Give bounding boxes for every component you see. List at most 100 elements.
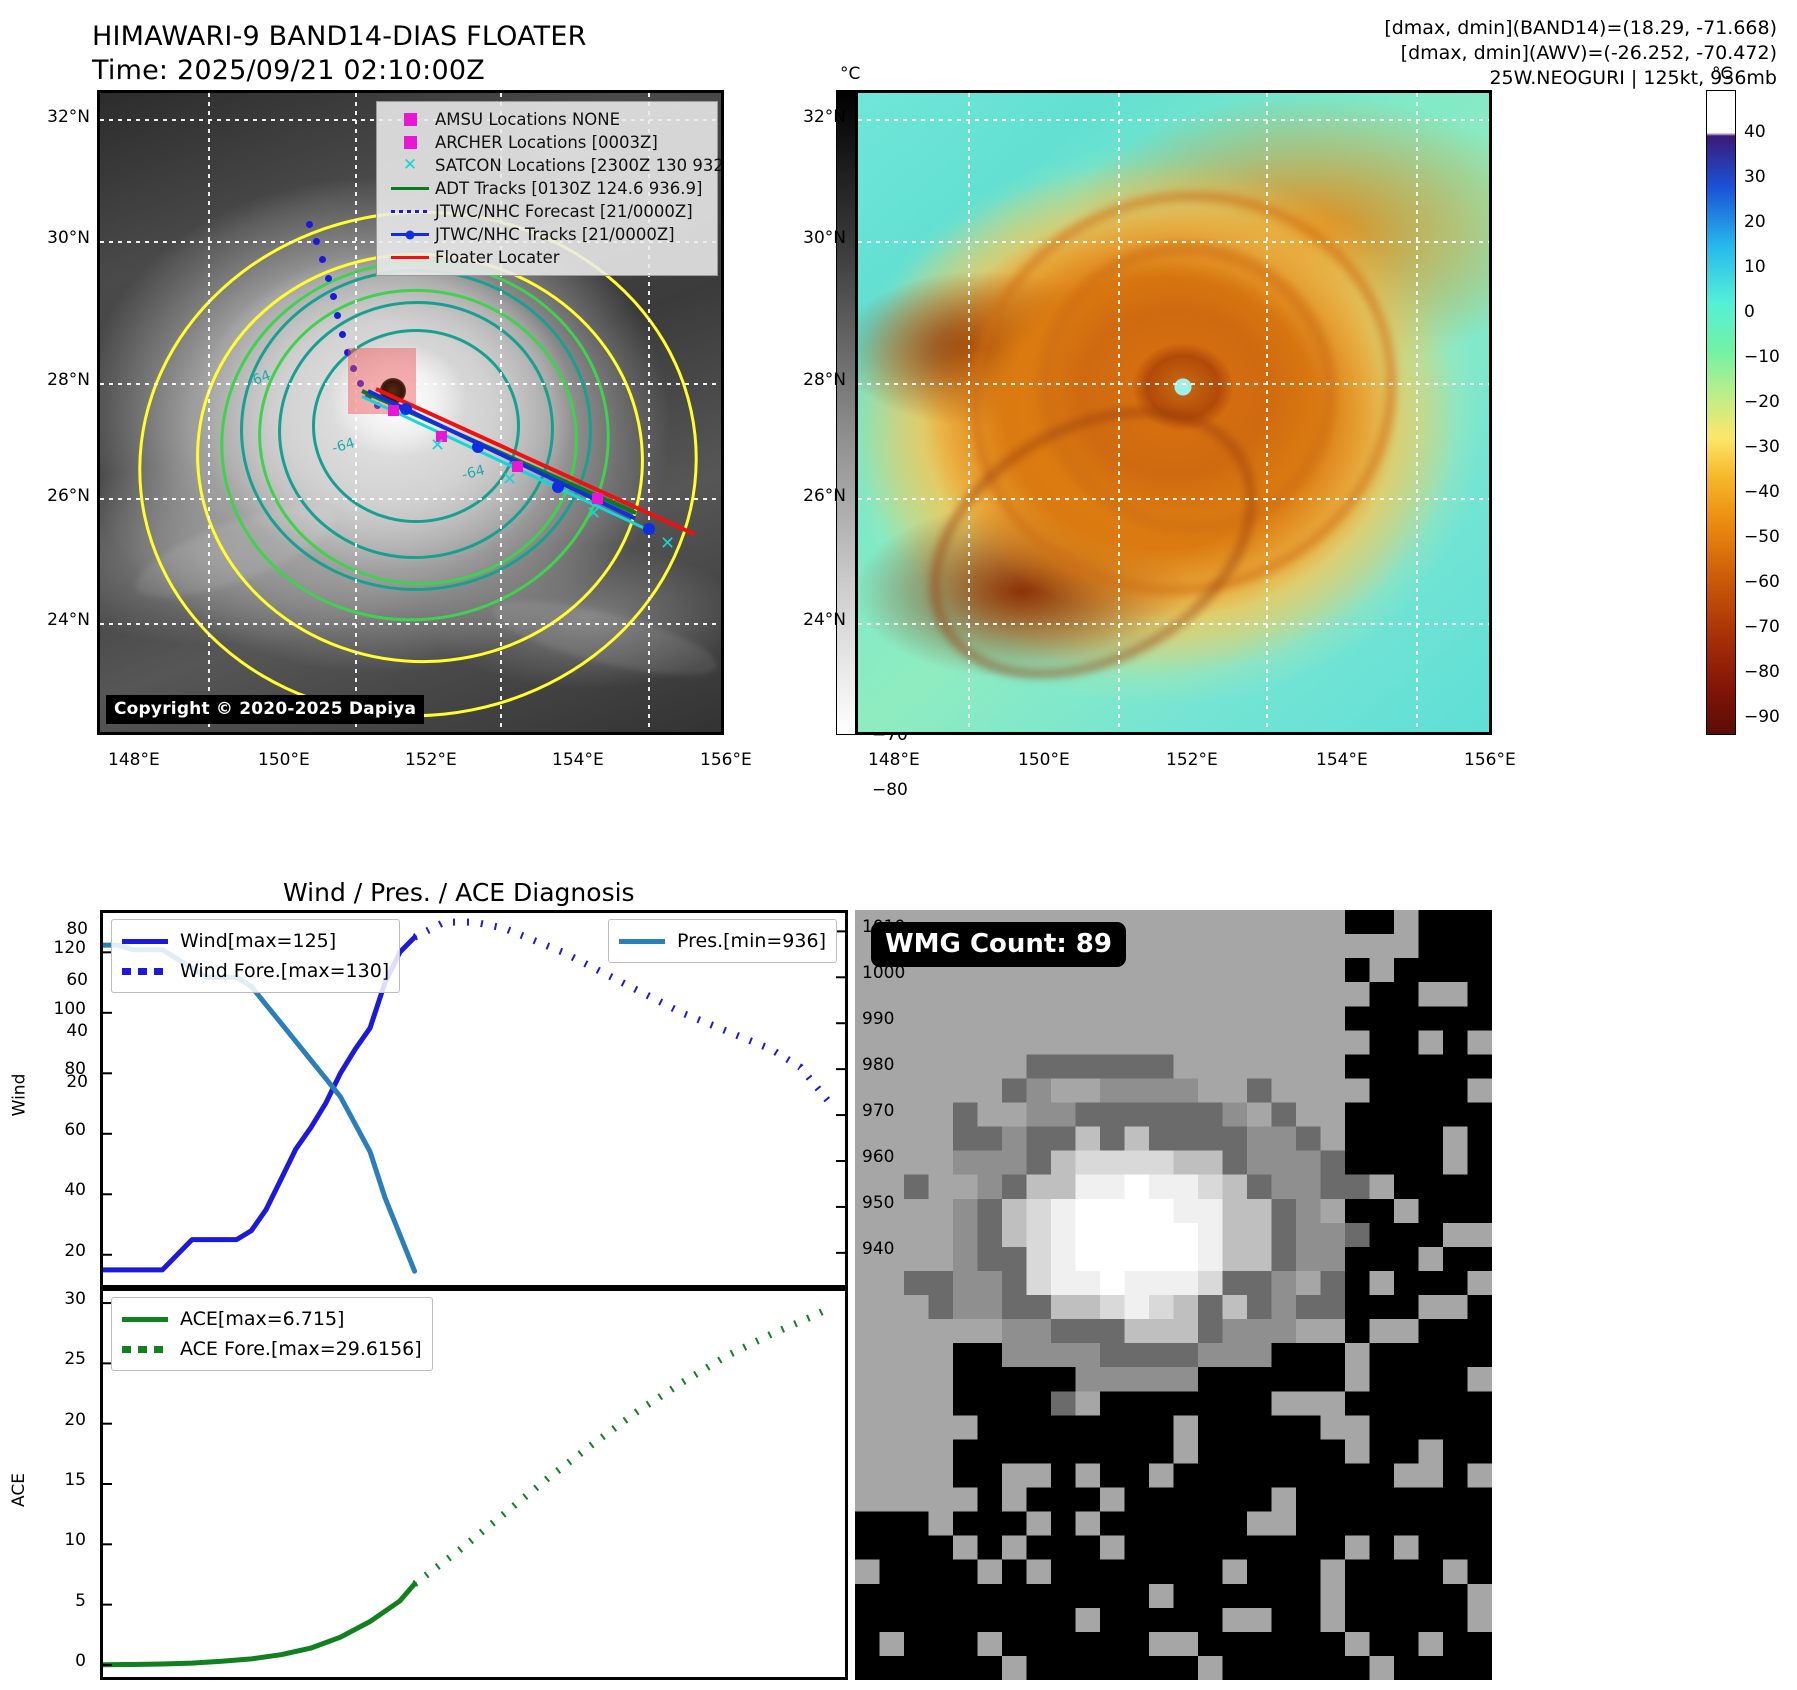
archer-location-marker	[388, 405, 399, 416]
ace-legend: ACE[max=6.715] ACE Fore.[max=29.6156]	[111, 1297, 433, 1371]
awv-lat-tick: 32°N	[803, 107, 846, 127]
track-node	[472, 441, 484, 453]
awv-colorbar-tick: −10	[1744, 347, 1780, 367]
wind-ytick: 60	[64, 1119, 86, 1140]
solid-line-icon	[385, 256, 435, 259]
forecast-point	[306, 221, 313, 228]
legend-label: JTWC/NHC Forecast [21/0000Z]	[435, 202, 693, 221]
awv-lat-tick: 24°N	[803, 610, 846, 630]
track-node	[643, 523, 655, 535]
gridline-lon	[1266, 93, 1268, 732]
pressure-ytick: 990	[862, 1009, 895, 1030]
archer-location-marker	[512, 461, 523, 472]
legend-item-ace: ACE[max=6.715]	[122, 1304, 422, 1334]
awv-lat-tick: 30°N	[803, 228, 846, 248]
legend-item-satcon: ✕ SATCON Locations [2300Z 130 932]	[385, 154, 721, 177]
line-with-node-icon	[385, 233, 435, 236]
wmg-count-badge: WMG Count: 89	[871, 922, 1126, 967]
awv-satellite-map[interactable]	[855, 90, 1492, 735]
ace-ytick: 15	[64, 1470, 86, 1490]
wind-ytick: 60	[66, 970, 88, 990]
awv-lon-tick: 156°E	[1464, 750, 1516, 770]
pressure-ytick: 980	[862, 1055, 895, 1076]
awv-header-line2: [dmax, dmin](AWV)=(-26.252, -70.472)	[1400, 42, 1777, 64]
ir-colorbar-tick: −80	[872, 780, 908, 800]
legend-item-jtwc-forecast: JTWC/NHC Forecast [21/0000Z]	[385, 200, 709, 223]
dotted-line-icon	[122, 967, 180, 975]
awv-colorbar-tick: −40	[1744, 482, 1780, 502]
wmg-grid	[855, 910, 1492, 1680]
ir-panel-title: HIMAWARI-9 BAND14-DIAS FLOATER Time: 202…	[92, 20, 587, 88]
legend-label: ADT Tracks [0130Z 124.6 936.9]	[435, 179, 703, 198]
ace-ytick: 25	[64, 1349, 86, 1370]
awv-colorbar-unit: °C	[1712, 64, 1733, 84]
forecast-point	[313, 238, 320, 245]
gridline-lat	[858, 383, 1489, 385]
ir-colorbar-unit: °C	[840, 64, 861, 84]
ir-satellite-map[interactable]: -64 -64 -64	[97, 90, 724, 735]
pressure-ytick: 950	[862, 1192, 895, 1213]
gridline-lon	[208, 93, 210, 732]
gridline-lat	[100, 383, 721, 385]
gridline-lon	[1416, 93, 1418, 732]
wind-ytick: 80	[64, 1059, 86, 1080]
ir-lon-tick: 156°E	[700, 750, 752, 770]
awv-lat-tick: 28°N	[803, 370, 846, 390]
legend-item-archer: ARCHER Locations [0003Z]	[385, 131, 709, 154]
wind-ytick: 40	[66, 1021, 88, 1041]
legend-label: Floater Locater	[435, 248, 560, 267]
ace-ytick: 30	[64, 1289, 86, 1310]
ir-lat-tick: 32°N	[47, 107, 90, 127]
awv-lon-tick: 150°E	[1018, 750, 1070, 770]
legend-label: AMSU Locations NONE	[435, 110, 621, 129]
legend-label: Wind Fore.[max=130]	[180, 960, 390, 982]
ace-ytick: 5	[75, 1590, 86, 1611]
ace-chart[interactable]: ACE[max=6.715] ACE Fore.[max=29.6156]	[100, 1288, 848, 1680]
awv-colorbar-tick: 10	[1744, 257, 1766, 277]
forecast-point	[357, 380, 364, 387]
track-node	[400, 403, 412, 415]
gridline-lat	[858, 241, 1489, 243]
solid-line-icon	[122, 1316, 180, 1322]
pressure-ytick: 1000	[862, 963, 906, 984]
ir-title-line1: HIMAWARI-9 BAND14-DIAS FLOATER	[92, 21, 587, 52]
awv-colorbar-tick: −90	[1744, 707, 1780, 727]
awv-lat-tick: 26°N	[803, 486, 846, 506]
gridline-lat	[858, 498, 1489, 500]
awv-lon-tick: 154°E	[1316, 750, 1368, 770]
wmg-panel[interactable]: WMG Count: 89	[855, 910, 1492, 1680]
legend-item-pressure: Pres.[min=936]	[619, 926, 826, 956]
forecast-point	[334, 312, 341, 319]
forecast-point	[350, 365, 357, 372]
ir-lon-tick: 148°E	[108, 750, 160, 770]
pressure-ytick: 960	[862, 1147, 895, 1167]
forecast-point	[325, 275, 332, 282]
legend-label: Pres.[min=936]	[677, 930, 826, 952]
pressure-ytick: 940	[862, 1238, 895, 1259]
legend-item-wind-forecast: Wind Fore.[max=130]	[122, 956, 389, 986]
legend-item-amsu: AMSU Locations NONE	[385, 108, 709, 131]
square-marker-icon	[385, 113, 435, 126]
forecast-point	[330, 293, 337, 300]
copyright-badge: Copyright © 2020-2025 Dapiya	[106, 695, 425, 724]
awv-imagery	[858, 93, 1489, 732]
forecast-point	[339, 331, 346, 338]
forecast-point	[319, 256, 326, 263]
awv-colorbar-tick: −50	[1744, 527, 1780, 547]
wind-pressure-chart[interactable]: Wind[max=125] Wind Fore.[max=130] Pres.[…	[100, 910, 848, 1288]
x-marker-icon: ✕	[402, 155, 418, 175]
archer-location-marker	[436, 431, 447, 442]
ir-lat-tick: 30°N	[47, 228, 90, 248]
wind-axis-label: Wind	[9, 1073, 30, 1117]
satcon-location-marker: ✕	[502, 469, 518, 490]
awv-panel-header: [dmax, dmin](BAND14)=(18.29, -71.668) [d…	[1384, 16, 1777, 91]
gridline-lon	[1118, 93, 1120, 732]
legend-item-jtwc-tracks: JTWC/NHC Tracks [21/0000Z]	[385, 223, 709, 246]
solid-line-icon	[619, 938, 677, 944]
legend-item-adt: ADT Tracks [0130Z 124.6 936.9]	[385, 177, 709, 200]
ace-ytick: 0	[75, 1650, 86, 1671]
legend-label: SATCON Locations [2300Z 130 932]	[435, 156, 724, 175]
pressure-ytick: 970	[862, 1101, 895, 1122]
archer-location-marker	[592, 493, 603, 504]
